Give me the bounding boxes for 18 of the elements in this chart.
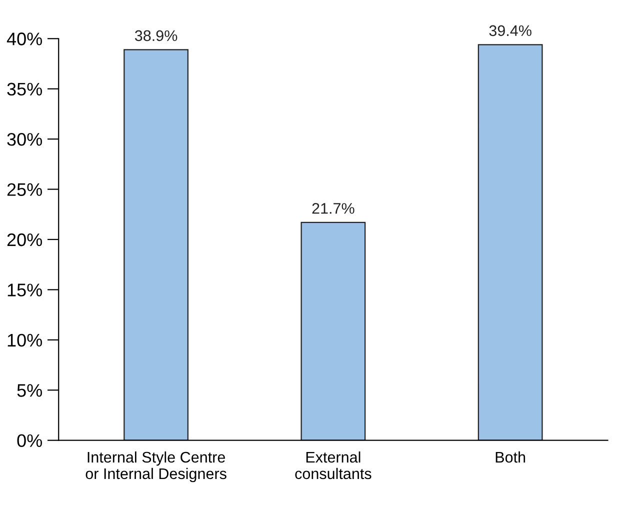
- bar: [478, 44, 543, 440]
- y-tick-label: 0%: [17, 434, 42, 448]
- y-tick-label: 30%: [7, 132, 42, 146]
- bar: [124, 49, 188, 440]
- y-tick-label: 10%: [8, 334, 42, 347]
- data-label: 39.4%: [489, 25, 532, 36]
- bar: [300, 222, 366, 440]
- y-tick-label: 40%: [6, 32, 42, 46]
- data-label: 38.9%: [134, 30, 178, 42]
- x-tick-label: External consultants: [295, 451, 372, 480]
- data-label: 21.7%: [312, 203, 354, 214]
- x-tick-label: Both: [496, 451, 526, 463]
- y-tick-label: 15%: [8, 284, 42, 296]
- y-tick-label: 25%: [7, 183, 42, 196]
- y-tick-label: 5%: [17, 384, 42, 397]
- x-tick-label: Internal Style Centre or Internal Designers: [86, 451, 226, 482]
- y-tick-label: 35%: [7, 82, 42, 96]
- y-tick-label: 20%: [7, 233, 42, 246]
